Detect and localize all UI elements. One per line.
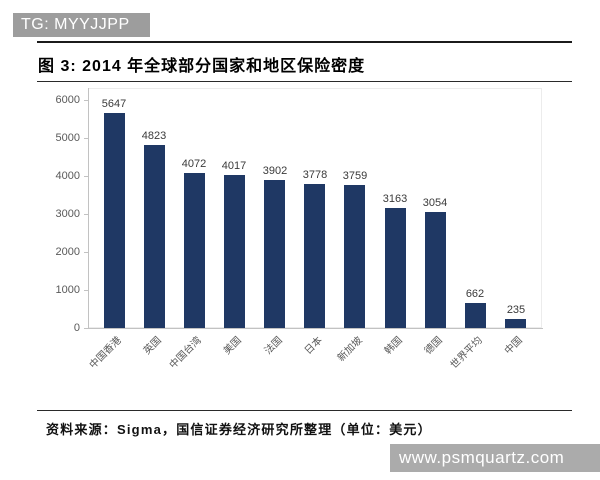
x-axis [88,328,543,329]
x-category-label: 中国香港 [87,335,124,372]
x-category-label: 法国 [262,335,285,357]
y-tick-label: 4000 [55,170,80,182]
y-tick-label: 2000 [55,246,80,258]
bar-value-label: 3163 [382,193,408,205]
bar [344,185,365,328]
tg-channel-banner: TG: MYYJJPP [13,13,150,37]
bar-value-label: 4072 [181,158,207,170]
bar [104,113,125,328]
bar-value-label: 4017 [221,160,247,172]
y-tick-mark [84,100,88,101]
x-category-label: 英国 [141,335,164,357]
y-axis [88,88,89,329]
site-watermark: www.psmquartz.com [390,444,600,472]
title-bottom-rule [37,81,572,82]
y-tick-mark [84,214,88,215]
y-tick-mark [84,252,88,253]
figure-title-text: 2014 年全球部分国家和地区保险密度 [82,58,366,75]
bar-value-label: 3054 [422,197,448,209]
x-category-label: 世界平均 [448,335,485,372]
y-tick-label: 3000 [55,208,80,220]
x-category-label: 新加坡 [335,335,365,364]
figure-label: 图 3: [38,58,77,75]
source-note: 资料来源：Sigma，国信证券经济研究所整理（单位：美元） [46,422,432,437]
y-tick-label: 1000 [55,284,80,296]
footer-rule [37,410,572,411]
bar [505,319,526,328]
x-category-label: 日本 [302,335,325,357]
bar-value-label: 5647 [101,98,127,110]
bar [264,180,285,328]
title-top-rule [37,41,572,43]
y-tick-label: 0 [73,322,80,334]
x-category-label: 中国台湾 [167,335,204,372]
bar [465,303,486,328]
x-category-label: 中国 [502,335,525,357]
y-tick-mark [84,290,88,291]
bar-value-label: 3778 [302,169,328,181]
bar-value-label: 662 [465,288,485,300]
bar-value-label: 4823 [141,130,167,142]
figure-title: 图 3: 2014 年全球部分国家和地区保险密度 [38,52,365,76]
bar [224,175,245,328]
bar-value-label: 3902 [262,165,288,177]
x-category-label: 德国 [422,335,445,357]
y-tick-mark [84,176,88,177]
x-category-label: 韩国 [382,335,405,357]
y-tick-mark [84,138,88,139]
bar-value-label: 235 [506,304,526,316]
x-category-label: 美国 [221,335,244,357]
bar [304,184,325,328]
y-tick-label: 5000 [55,132,80,144]
bar [385,208,406,328]
bar [184,173,205,328]
bar-value-label: 3759 [342,170,368,182]
y-tick-mark [84,328,88,329]
bar [144,145,165,328]
bar [425,212,446,328]
y-tick-label: 6000 [55,94,80,106]
